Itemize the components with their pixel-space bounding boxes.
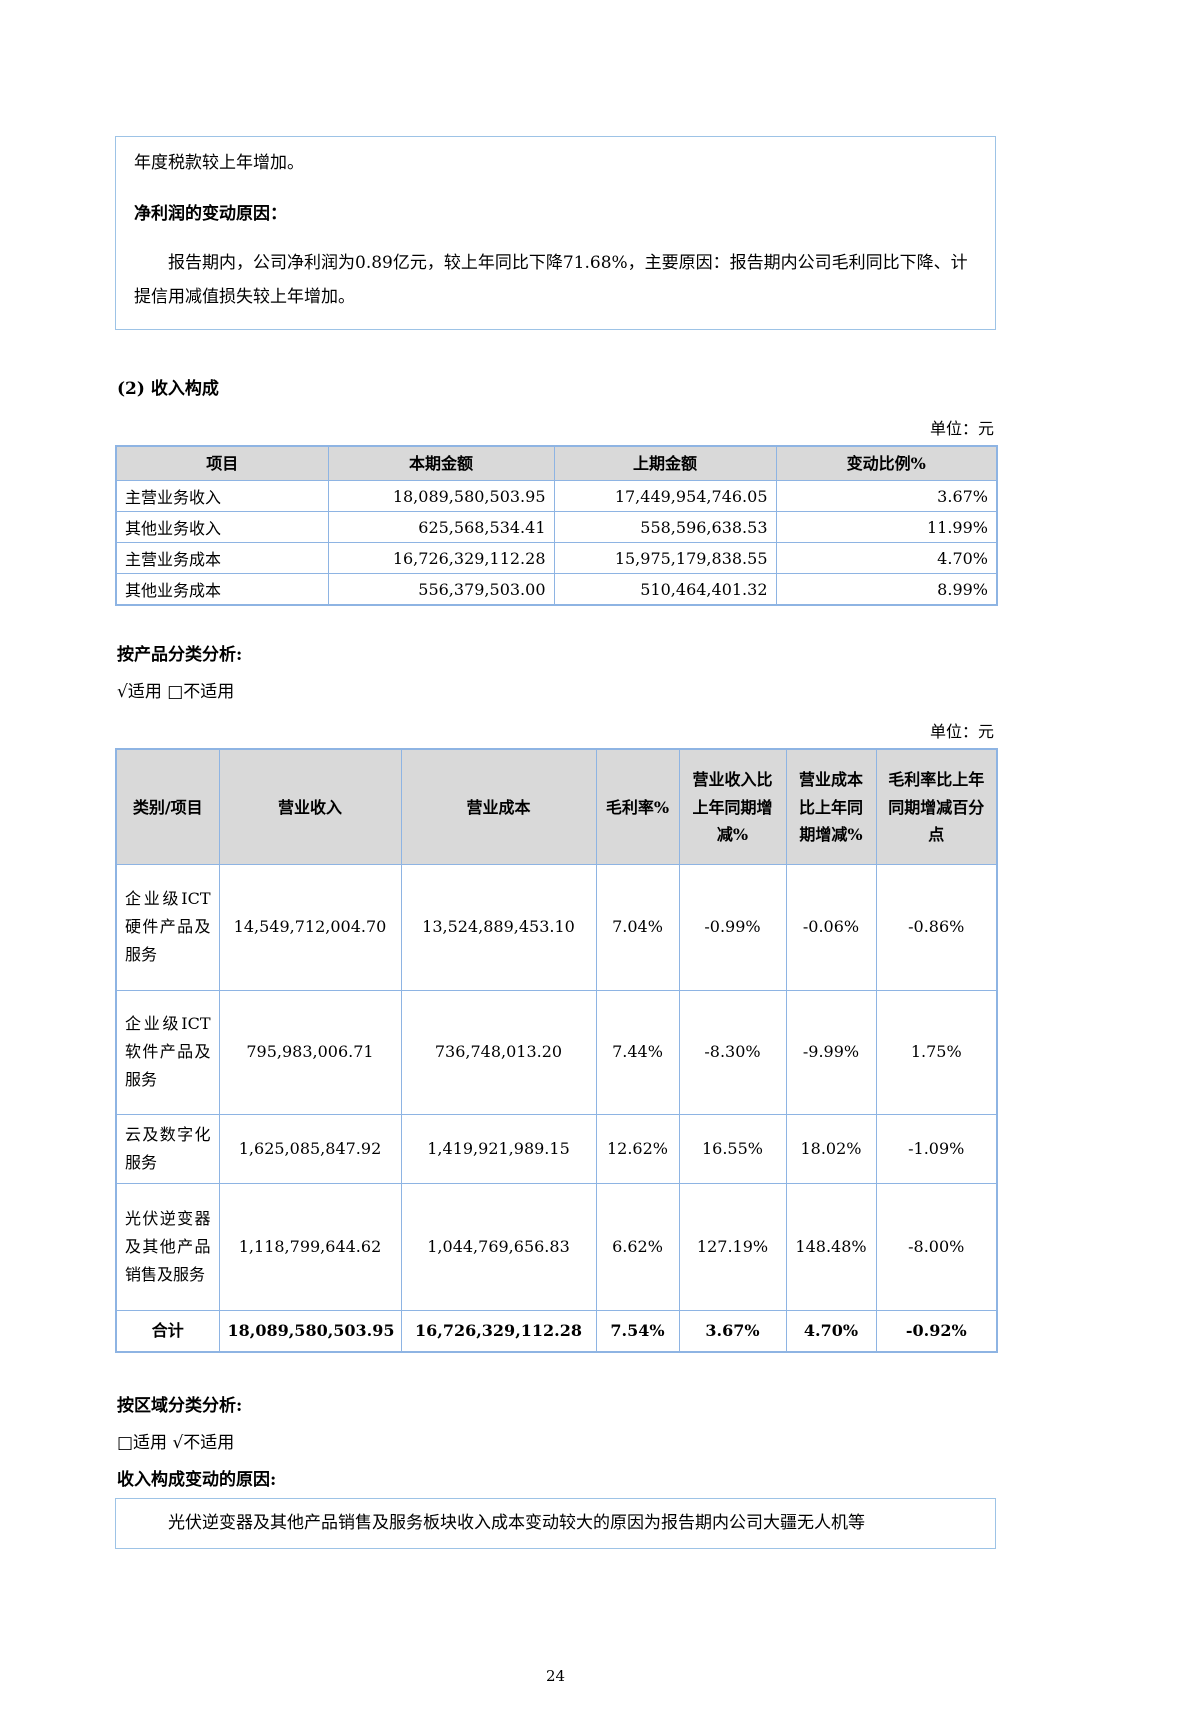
table-cell: 1,625,085,847.92 [218,1113,402,1184]
column-header-category: 类别/项目 [115,748,220,865]
table-row: 光伏逆变器及其他产品销售及服务 1,118,799,644.62 1,044,7… [115,1182,998,1311]
table-cell: -0.92% [875,1309,998,1353]
column-header-margin: 毛利率% [595,748,680,865]
revenue-composition-title: (2) 收入构成 [117,379,219,400]
table-cell: 7.44% [595,989,680,1115]
table-cell: -0.99% [678,863,787,991]
column-header-revenue: 营业收入 [218,748,402,865]
table-cell: 主营业务收入 [115,480,329,513]
table-cell: 企业级ICT硬件产品及服务 [115,863,220,991]
table-cell: 556,379,503.00 [327,573,555,606]
table-cell: 7.04% [595,863,680,991]
table-row: 云及数字化服务 1,625,085,847.92 1,419,921,989.1… [115,1113,998,1184]
table-cell: 127.19% [678,1182,787,1311]
column-header-margin-change: 毛利率比上年同期增减百分点 [875,748,998,865]
table-cell: 7.54% [595,1309,680,1353]
table-cell: 558,596,638.53 [553,511,777,544]
table-row: 企业级ICT硬件产品及服务 14,549,712,004.70 13,524,8… [115,863,998,991]
page-content: 年度税款较上年增加。 净利润的变动原因： 报告期内，公司净利润为0.89亿元，较… [115,136,998,1715]
table-cell: -8.00% [875,1182,998,1311]
revenue-composition-table: 项目 本期金额 上期金额 变动比例% 主营业务收入 18,089,580,503… [115,445,998,607]
page-number: 24 [545,1667,566,1686]
table-cell: 3.67% [775,480,998,513]
product-applicability-note: √适用 □不适用 [117,682,235,703]
unit-label-product: 单位：元 [929,722,994,742]
table-cell: 148.48% [785,1182,877,1311]
net-profit-reason-box: 年度税款较上年增加。 净利润的变动原因： 报告期内，公司净利润为0.89亿元，较… [115,136,996,331]
table-cell: 625,568,534.41 [327,511,555,544]
table-cell: 3.67% [678,1309,787,1353]
table-cell: -0.86% [875,863,998,991]
table-cell: 1,419,921,989.15 [400,1113,597,1184]
table-cell: 15,975,179,838.55 [553,542,777,575]
table-header-row: 类别/项目 营业收入 营业成本 毛利率% 营业收入比上年同期增减% 营业成本比上… [115,748,998,865]
table-cell: 14,549,712,004.70 [218,863,402,991]
table-cell: 云及数字化服务 [115,1113,220,1184]
table-cell: 736,748,013.20 [400,989,597,1115]
tax-increase-line: 年度税款较上年增加。 [134,153,304,173]
table-cell: 18.02% [785,1113,877,1184]
table-row: 其他业务成本 556,379,503.00 510,464,401.32 8.9… [115,573,998,606]
table-cell: 11.99% [775,511,998,544]
table-header-row: 项目 本期金额 上期金额 变动比例% [115,445,998,482]
table-cell: -8.30% [678,989,787,1115]
table-cell: 795,983,006.71 [218,989,402,1115]
table-cell: 16,726,329,112.28 [400,1309,597,1353]
net-profit-change-heading: 净利润的变动原因： [134,203,287,224]
table-cell: 企业级ICT软件产品及服务 [115,989,220,1115]
table-cell: 主营业务成本 [115,542,329,575]
table-cell: 510,464,401.32 [553,573,777,606]
table-row: 主营业务收入 18,089,580,503.95 17,449,954,746.… [115,480,998,513]
product-analysis-title: 按产品分类分析: [117,645,243,666]
table-cell: 12.62% [595,1113,680,1184]
unit-label-revenue: 单位：元 [929,419,994,439]
table-cell: 1,118,799,644.62 [218,1182,402,1311]
table-total-row: 合计 18,089,580,503.95 16,726,329,112.28 7… [115,1309,998,1353]
table-cell: 17,449,954,746.05 [553,480,777,513]
table-cell: 合计 [115,1309,220,1353]
table-row: 主营业务成本 16,726,329,112.28 15,975,179,838.… [115,542,998,575]
revenue-change-reason-box: 光伏逆变器及其他产品销售及服务板块收入成本变动较大的原因为报告期内公司大疆无人机… [115,1497,996,1550]
region-applicability-note: □适用 √不适用 [117,1432,235,1453]
table-cell: 其他业务成本 [115,573,329,606]
table-cell: 16.55% [678,1113,787,1184]
column-header-cost: 营业成本 [400,748,597,865]
table-cell: 1.75% [875,989,998,1115]
column-header-cost-change: 营业成本比上年同期增减% [785,748,877,865]
table-cell: -9.99% [785,989,877,1115]
column-header-revenue-change: 营业收入比上年同期增减% [678,748,787,865]
table-cell: -1.09% [875,1113,998,1184]
table-cell: 其他业务收入 [115,511,329,544]
table-row: 其他业务收入 625,568,534.41 558,596,638.53 11.… [115,511,998,544]
column-header-current: 本期金额 [327,445,555,482]
revenue-change-reason-text: 光伏逆变器及其他产品销售及服务板块收入成本变动较大的原因为报告期内公司大疆无人机… [168,1512,865,1533]
table-cell: 4.70% [785,1309,877,1353]
table-cell: 16,726,329,112.28 [327,542,555,575]
table-cell: 光伏逆变器及其他产品销售及服务 [115,1182,220,1311]
revenue-change-reason-heading: 收入构成变动的原因: [117,1469,277,1490]
table-row: 企业级ICT软件产品及服务 795,983,006.71 736,748,013… [115,989,998,1115]
table-cell: 6.62% [595,1182,680,1311]
table-cell: 13,524,889,453.10 [400,863,597,991]
table-cell: 18,089,580,503.95 [327,480,555,513]
column-header-prior: 上期金额 [553,445,777,482]
table-cell: -0.06% [785,863,877,991]
column-header-item: 项目 [115,445,329,482]
table-cell: 18,089,580,503.95 [218,1309,402,1353]
table-cell: 8.99% [775,573,998,606]
table-cell: 4.70% [775,542,998,575]
region-analysis-title: 按区域分类分析: [117,1395,243,1416]
product-category-table: 类别/项目 营业收入 营业成本 毛利率% 营业收入比上年同期增减% 营业成本比上… [115,748,998,1353]
column-header-change: 变动比例% [775,445,998,482]
net-profit-change-paragraph: 报告期内，公司净利润为0.89亿元，较上年同比下降71.68%，主要原因：报告期… [134,252,968,308]
table-cell: 1,044,769,656.83 [400,1182,597,1311]
